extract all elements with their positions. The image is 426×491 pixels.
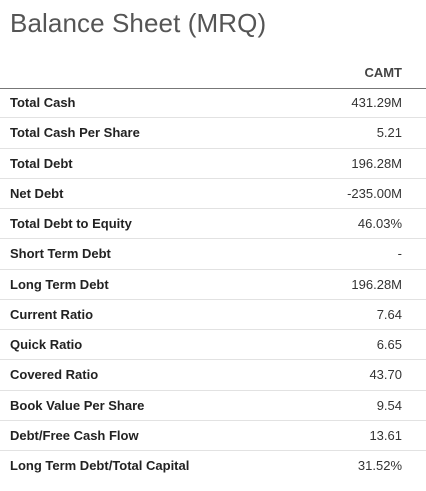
row-divider xyxy=(0,389,288,391)
row-label: Debt/Free Cash Flow xyxy=(10,427,139,443)
row-divider xyxy=(288,268,426,270)
table-row: Net Debt -235.00M xyxy=(0,179,426,209)
row-value: 196.28M xyxy=(351,155,402,171)
row-divider xyxy=(0,238,288,240)
table-row: Short Term Debt - xyxy=(0,239,426,270)
row-divider xyxy=(288,117,426,119)
table-row: Total Debt to Equity 46.03% xyxy=(0,209,426,240)
table-row: Covered Ratio 43.70 xyxy=(0,360,426,391)
row-divider xyxy=(288,238,426,240)
row-divider xyxy=(288,329,426,330)
page-title: Balance Sheet (MRQ) xyxy=(10,8,267,38)
row-label: Total Cash xyxy=(10,95,76,110)
row-value: 46.03% xyxy=(357,216,402,231)
row-label: Total Cash Per Share xyxy=(10,125,140,141)
row-divider xyxy=(0,208,288,209)
row-value: 43.70 xyxy=(369,367,402,383)
row-divider xyxy=(0,177,288,179)
row-divider xyxy=(0,329,288,330)
row-divider xyxy=(288,147,426,149)
row-label: Covered Ratio xyxy=(10,367,99,383)
row-divider xyxy=(288,177,426,179)
row-label: Book Value Per Share xyxy=(10,397,145,413)
row-value: 9.54 xyxy=(376,397,402,413)
table-row: Quick Ratio 6.65 xyxy=(0,330,426,361)
row-value: 431.29M xyxy=(351,95,402,110)
row-value: 5.21 xyxy=(376,125,402,141)
row-divider xyxy=(0,419,288,421)
row-label: Current Ratio xyxy=(10,306,94,322)
row-label: Total Debt to Equity xyxy=(10,216,132,231)
row-label: Net Debt xyxy=(10,185,64,201)
table-header: CAMT xyxy=(0,59,426,89)
table-row: Current Ratio 7.64 xyxy=(0,300,426,330)
row-value: -235.00M xyxy=(347,185,402,201)
row-label: Short Term Debt xyxy=(10,246,111,262)
row-divider xyxy=(288,359,426,361)
row-divider xyxy=(288,298,426,300)
row-value: 7.64 xyxy=(376,306,402,322)
table-row: Total Cash Per Share 5.21 xyxy=(0,118,426,149)
row-label: Quick Ratio xyxy=(10,337,83,352)
row-label: Long Term Debt xyxy=(10,276,109,292)
row-value: 13.61 xyxy=(369,427,402,443)
row-divider xyxy=(0,359,288,361)
row-divider xyxy=(0,147,288,149)
table-row: Total Cash 431.29M xyxy=(0,88,426,119)
row-divider xyxy=(288,450,426,451)
table-row: Book Value Per Share 9.54 xyxy=(0,391,426,421)
column-header-ticker: CAMT xyxy=(364,65,402,80)
row-divider xyxy=(288,389,426,391)
row-divider xyxy=(0,268,288,270)
table-row: Long Term Debt 196.28M xyxy=(0,270,426,300)
row-divider xyxy=(0,298,288,300)
row-label: Total Debt xyxy=(10,155,73,171)
row-divider xyxy=(0,450,288,451)
table-row: Long Term Debt/Total Capital 31.52% xyxy=(0,451,426,481)
row-label: Long Term Debt/Total Capital xyxy=(10,458,190,473)
row-divider xyxy=(288,419,426,421)
row-value: 196.28M xyxy=(351,276,402,292)
table-row: Total Debt 196.28M xyxy=(0,149,426,179)
row-value: 31.52% xyxy=(357,458,402,473)
row-divider xyxy=(288,208,426,209)
balance-sheet-table: Total Cash 431.29M Total Cash Per Share … xyxy=(0,88,426,481)
row-value: - xyxy=(397,246,402,262)
table-row: Debt/Free Cash Flow 13.61 xyxy=(0,421,426,451)
row-value: 6.65 xyxy=(376,337,402,352)
row-divider xyxy=(0,117,288,119)
